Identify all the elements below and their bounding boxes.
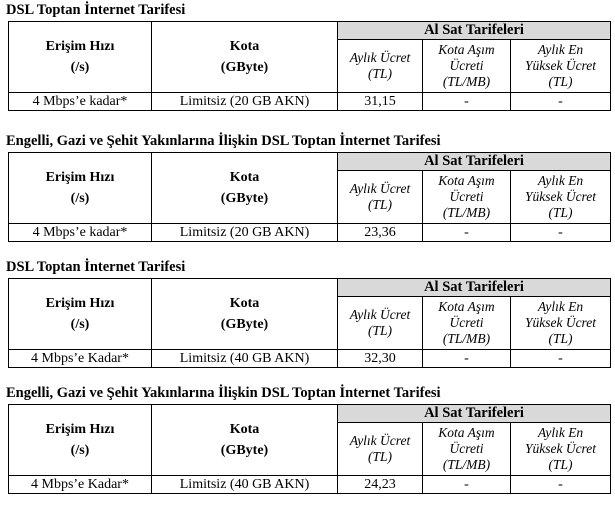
tariff-section: Engelli, Gazi ve Şehit Yakınlarına İlişk… bbox=[5, 133, 612, 242]
section-title: Engelli, Gazi ve Şehit Yakınlarına İlişk… bbox=[6, 385, 441, 401]
max-fee-cell: - bbox=[509, 475, 612, 494]
table-row: 4 Mbps’e Kadar* Limitsiz (40 GB AKN) 32,… bbox=[8, 349, 612, 368]
quota-header: Kota (GByte) bbox=[151, 152, 338, 224]
tariff-table: Erişim Hızı (/s) Kota (GByte) Al Sat Tar… bbox=[8, 152, 612, 242]
quota-cell: Limitsiz (40 GB AKN) bbox=[151, 475, 338, 494]
max-fee-cell: - bbox=[509, 223, 612, 242]
access-speed-header: Erişim Hızı (/s) bbox=[8, 152, 152, 224]
monthly-fee-cell: 24,23 bbox=[337, 475, 423, 494]
quota-header: Kota (GByte) bbox=[151, 21, 338, 93]
overage-fee-header: Kota Aşım Ücreti (TL/MB) bbox=[422, 422, 511, 476]
tariff-section: DSL Toptan İnternet Tarifesi Erişim Hızı… bbox=[5, 259, 612, 368]
access-speed-header: Erişim Hızı (/s) bbox=[8, 278, 152, 350]
tariff-section: Engelli, Gazi ve Şehit Yakınlarına İlişk… bbox=[5, 385, 612, 494]
overage-fee-header: Kota Aşım Ücreti (TL/MB) bbox=[422, 296, 511, 350]
overage-fee-cell: - bbox=[422, 92, 511, 111]
speed-cell: 4 Mbps’e kadar* bbox=[8, 92, 152, 111]
section-title: Engelli, Gazi ve Şehit Yakınlarına İlişk… bbox=[6, 133, 441, 149]
max-monthly-fee-header: Aylık En Yüksek Ücret (TL) bbox=[509, 170, 612, 224]
monthly-fee-header: Aylık Ücret (TL) bbox=[337, 170, 423, 224]
resale-tariffs-header: Al Sat Tarifeleri bbox=[336, 404, 612, 423]
monthly-fee-header: Aylık Ücret (TL) bbox=[337, 422, 423, 476]
overage-fee-cell: - bbox=[422, 223, 511, 242]
monthly-fee-header: Aylık Ücret (TL) bbox=[337, 296, 423, 350]
max-monthly-fee-header: Aylık En Yüksek Ücret (TL) bbox=[509, 39, 612, 93]
max-fee-cell: - bbox=[509, 92, 612, 111]
monthly-fee-header: Aylık Ücret (TL) bbox=[337, 39, 423, 93]
quota-cell: Limitsiz (20 GB AKN) bbox=[151, 223, 338, 242]
max-fee-cell: - bbox=[509, 349, 612, 368]
resale-tariffs-header: Al Sat Tarifeleri bbox=[336, 278, 612, 297]
overage-fee-cell: - bbox=[422, 475, 511, 494]
access-speed-header: Erişim Hızı (/s) bbox=[8, 21, 152, 93]
resale-tariffs-header: Al Sat Tarifeleri bbox=[336, 152, 612, 171]
quota-cell: Limitsiz (40 GB AKN) bbox=[151, 349, 338, 368]
quota-cell: Limitsiz (20 GB AKN) bbox=[151, 92, 338, 111]
monthly-fee-cell: 32,30 bbox=[337, 349, 423, 368]
section-title: DSL Toptan İnternet Tarifesi bbox=[6, 259, 186, 275]
table-row: 4 Mbps’e kadar* Limitsiz (20 GB AKN) 23,… bbox=[8, 223, 612, 242]
resale-tariffs-header: Al Sat Tarifeleri bbox=[336, 21, 612, 40]
monthly-fee-cell: 31,15 bbox=[337, 92, 423, 111]
tariff-table: Erişim Hızı (/s) Kota (GByte) Al Sat Tar… bbox=[8, 278, 612, 368]
tariff-table: Erişim Hızı (/s) Kota (GByte) Al Sat Tar… bbox=[8, 404, 612, 494]
quota-header: Kota (GByte) bbox=[151, 278, 338, 350]
tariff-table: Erişim Hızı (/s) Kota (GByte) Al Sat Tar… bbox=[8, 21, 612, 111]
max-monthly-fee-header: Aylık En Yüksek Ücret (TL) bbox=[509, 296, 612, 350]
overage-fee-cell: - bbox=[422, 349, 511, 368]
access-speed-header: Erişim Hızı (/s) bbox=[8, 404, 152, 476]
section-title: DSL Toptan İnternet Tarifesi bbox=[6, 2, 186, 18]
speed-cell: 4 Mbps’e kadar* bbox=[8, 223, 152, 242]
max-monthly-fee-header: Aylık En Yüksek Ücret (TL) bbox=[509, 422, 612, 476]
table-row: 4 Mbps’e Kadar* Limitsiz (40 GB AKN) 24,… bbox=[8, 475, 612, 494]
quota-header: Kota (GByte) bbox=[151, 404, 338, 476]
monthly-fee-cell: 23,36 bbox=[337, 223, 423, 242]
speed-cell: 4 Mbps’e Kadar* bbox=[8, 475, 152, 494]
overage-fee-header: Kota Aşım Ücreti (TL/MB) bbox=[422, 39, 511, 93]
speed-cell: 4 Mbps’e Kadar* bbox=[8, 349, 152, 368]
overage-fee-header: Kota Aşım Ücreti (TL/MB) bbox=[422, 170, 511, 224]
table-row: 4 Mbps’e kadar* Limitsiz (20 GB AKN) 31,… bbox=[8, 92, 612, 111]
tariff-section: DSL Toptan İnternet Tarifesi Erişim Hızı… bbox=[5, 2, 612, 111]
